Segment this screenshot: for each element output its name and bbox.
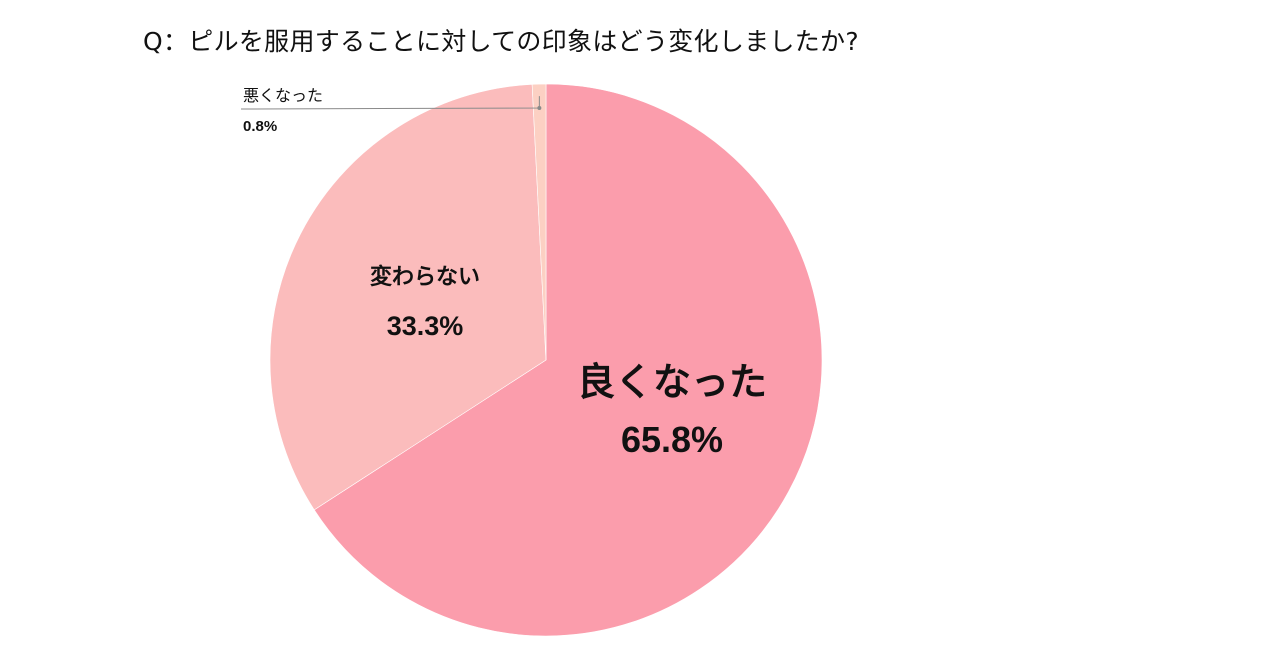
slice-value-1: 65.8%: [621, 419, 723, 460]
pie-slice-1: [313, 83, 823, 637]
pie-slice-3: [531, 83, 547, 361]
pie-slice-2: [269, 84, 547, 511]
slice-label-1: 良くなった: [577, 360, 767, 404]
slice-label-3: 悪くなった: [243, 86, 323, 105]
chart-title: Q：ピルを服用することに対しての印象はどう変化しましたか?: [143, 27, 859, 56]
slice-value-3: 0.8%: [243, 118, 277, 135]
pie-labels: 良くなった 65.8% 変わらない 33.3% 悪くなった 0.8%: [240, 86, 767, 460]
slice-value-2: 33.3%: [387, 311, 464, 341]
callout-dot: [537, 106, 542, 110]
slice-label-2: 変わらない: [370, 264, 480, 290]
pie-slices: [269, 83, 823, 637]
